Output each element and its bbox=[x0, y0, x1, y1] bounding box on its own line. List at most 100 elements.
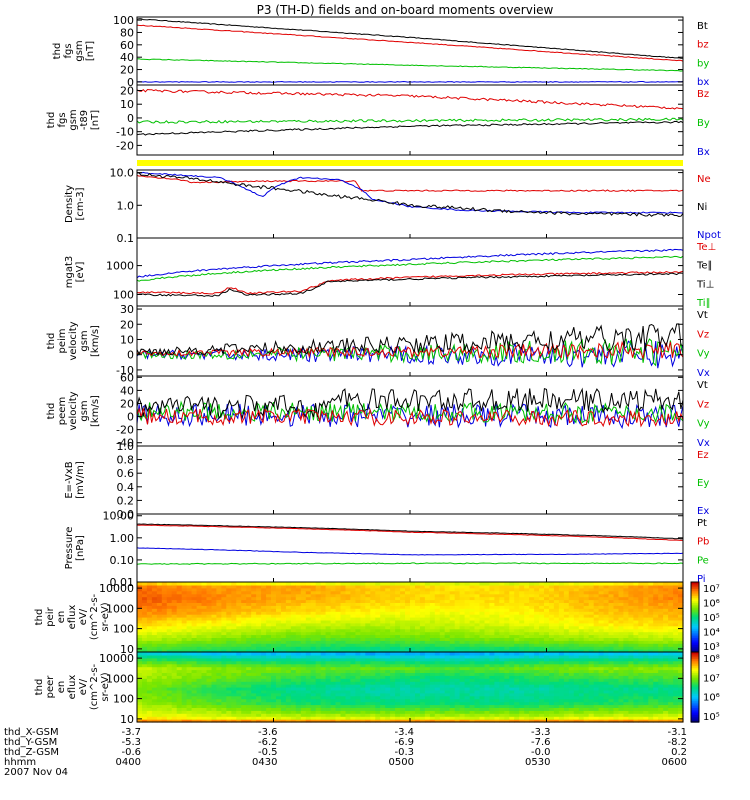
heatmap-cell bbox=[419, 590, 426, 595]
heatmap-cell bbox=[330, 611, 337, 615]
heatmap-cell bbox=[171, 707, 178, 711]
heatmap-cell bbox=[236, 605, 242, 609]
heatmap-cell bbox=[668, 640, 674, 644]
heatmap-cell bbox=[350, 587, 356, 592]
heatmap-cell bbox=[156, 692, 163, 697]
heatmap-cell bbox=[226, 590, 232, 595]
heatmap-cell bbox=[494, 716, 500, 720]
heatmap-cell bbox=[658, 584, 664, 589]
heatmap-cell bbox=[544, 669, 550, 673]
heatmap-cell bbox=[266, 678, 272, 682]
heatmap-cell bbox=[325, 605, 332, 609]
heatmap-cell bbox=[638, 643, 644, 647]
heatmap-cell bbox=[360, 646, 366, 650]
heatmap-cell bbox=[151, 625, 158, 630]
heatmap-cell bbox=[673, 637, 679, 641]
heatmap-cell bbox=[330, 587, 337, 592]
heatmap-cell bbox=[613, 619, 620, 624]
heatmap-cell bbox=[320, 666, 327, 671]
heatmap-cell bbox=[191, 602, 198, 606]
heatmap-cell bbox=[365, 582, 371, 586]
heatmap-cell bbox=[568, 619, 575, 624]
heatmap-cell bbox=[241, 681, 247, 685]
heatmap-cell bbox=[305, 584, 312, 589]
heatmap-cell bbox=[360, 663, 366, 668]
heatmap-cell bbox=[400, 716, 406, 720]
heatmap-cell bbox=[156, 675, 163, 679]
heatmap-cell bbox=[549, 608, 555, 612]
heatmap-cell bbox=[335, 692, 342, 697]
heatmap-cell bbox=[588, 608, 595, 612]
heatmap-cell bbox=[271, 675, 277, 679]
heatmap-cell bbox=[330, 695, 337, 700]
heatmap-cell bbox=[216, 637, 222, 641]
heatmap-cell bbox=[449, 704, 456, 708]
heatmap-cell bbox=[434, 681, 441, 685]
heatmap-cell bbox=[325, 590, 332, 595]
heatmap-cell bbox=[241, 684, 247, 688]
heatmap-cell bbox=[415, 701, 421, 706]
heatmap-cell bbox=[305, 619, 312, 624]
heatmap-cell bbox=[380, 716, 386, 720]
heatmap-cell bbox=[236, 637, 242, 641]
legend-Ey: Ey bbox=[697, 478, 709, 489]
heatmap-cell bbox=[375, 713, 381, 717]
heatmap-cell bbox=[474, 663, 481, 668]
heatmap-cell bbox=[499, 719, 505, 723]
heatmap-cell bbox=[166, 689, 173, 694]
heatmap-cell bbox=[285, 625, 292, 630]
heatmap-cell bbox=[156, 608, 163, 612]
heatmap-cell bbox=[449, 587, 456, 592]
heatmap-cell bbox=[320, 654, 327, 659]
heatmap-cell bbox=[146, 584, 153, 589]
heatmap-cell bbox=[623, 593, 629, 598]
heatmap-cell bbox=[504, 608, 510, 612]
heatmap-cell bbox=[186, 701, 193, 706]
heatmap-cell bbox=[593, 582, 600, 586]
heatmap-cell bbox=[186, 593, 193, 598]
heatmap-cell bbox=[221, 716, 227, 720]
heatmap-cell bbox=[529, 599, 535, 603]
heatmap-cell bbox=[285, 678, 292, 682]
heatmap-cell bbox=[350, 637, 356, 641]
heatmap-cell bbox=[484, 675, 491, 679]
heatmap-cell bbox=[280, 602, 287, 606]
heatmap-cell bbox=[464, 710, 471, 714]
heatmap-cell bbox=[380, 590, 386, 595]
heatmap-cell bbox=[360, 678, 366, 682]
heatmap-cell bbox=[380, 654, 386, 659]
heatmap-cell bbox=[370, 587, 376, 592]
heatmap-cell bbox=[226, 701, 232, 706]
heatmap-cell bbox=[539, 649, 545, 653]
heatmap-cell bbox=[439, 590, 446, 595]
heatmap-cell bbox=[156, 663, 163, 668]
heatmap-cell bbox=[558, 625, 565, 630]
heatmap-cell bbox=[643, 625, 649, 630]
heatmap-cell bbox=[464, 695, 471, 700]
heatmap-cell bbox=[613, 634, 620, 638]
heatmap-cell bbox=[345, 716, 352, 720]
heatmap-cell bbox=[181, 675, 188, 679]
legend-bz: bz bbox=[697, 40, 709, 51]
heatmap-cell bbox=[355, 652, 361, 656]
heatmap-cell bbox=[479, 590, 486, 595]
heatmap-cell bbox=[419, 713, 426, 717]
heatmap-cell bbox=[459, 584, 466, 589]
heatmap-cell bbox=[618, 643, 625, 647]
heatmap-cell bbox=[474, 695, 481, 700]
heatmap-cell bbox=[534, 625, 540, 630]
heatmap-cell bbox=[424, 695, 431, 700]
y-tick-label: 0 bbox=[127, 411, 134, 424]
heatmap-cell bbox=[221, 643, 227, 647]
heatmap-cell bbox=[171, 637, 178, 641]
heatmap-cell bbox=[410, 643, 416, 647]
heatmap-cell bbox=[449, 596, 456, 601]
heatmap-cell bbox=[529, 710, 535, 714]
heatmap-cell bbox=[608, 611, 615, 615]
heatmap-cell bbox=[638, 611, 644, 615]
heatmap-cell bbox=[439, 582, 446, 586]
heatmap-cell bbox=[588, 637, 595, 641]
heatmap-cell bbox=[365, 605, 371, 609]
heatmap-cell bbox=[305, 695, 312, 700]
heatmap-cell bbox=[558, 628, 565, 633]
